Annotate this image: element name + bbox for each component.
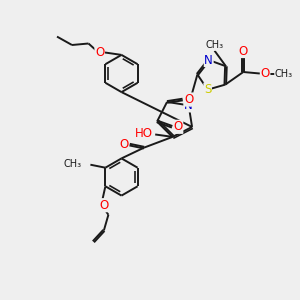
Text: O: O [239,44,248,58]
Text: O: O [261,67,270,80]
Text: CH₃: CH₃ [64,159,82,169]
Text: O: O [99,199,109,212]
Text: O: O [95,46,104,59]
Text: CH₃: CH₃ [275,68,293,79]
Text: S: S [204,83,212,96]
Text: O: O [184,93,193,106]
Text: O: O [119,138,128,151]
Text: O: O [173,120,183,133]
Text: HO: HO [135,128,153,140]
Text: CH₃: CH₃ [206,40,224,50]
Text: N: N [184,99,193,112]
Text: N: N [204,53,213,67]
